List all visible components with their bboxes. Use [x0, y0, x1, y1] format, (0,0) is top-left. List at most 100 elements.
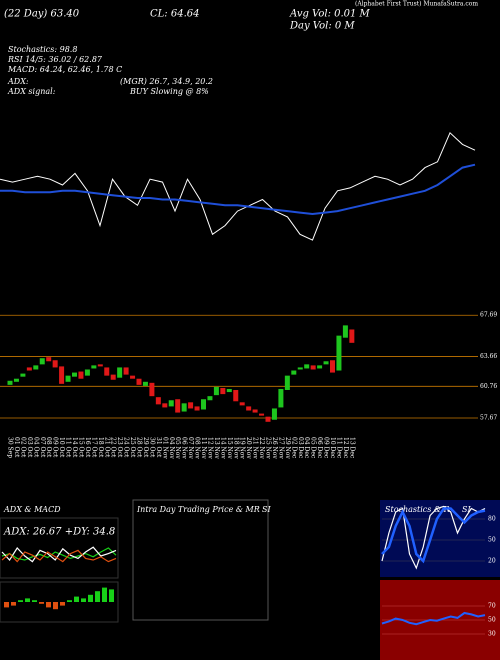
x-tick-label: 12 Nov: [206, 437, 213, 459]
line: [1, 546, 117, 563]
line: [0, 163, 476, 216]
y-tick-label: 63.66: [480, 353, 497, 360]
candle: [136, 378, 142, 385]
x-tick-label: 11 Oct: [65, 437, 72, 458]
candle: [259, 413, 265, 416]
x-tick-label: 03 Dec: [297, 437, 304, 459]
candle: [342, 325, 348, 338]
x-tick-label: 15 Nov: [226, 437, 233, 459]
macd-bar: [95, 591, 100, 602]
x-tick-label: 07 Oct: [39, 437, 46, 458]
candle: [271, 408, 277, 420]
line: [1, 549, 117, 563]
x-tick-label: 21 Oct: [103, 437, 110, 458]
intraday-title2: SI: [262, 505, 271, 514]
macd-bar: [67, 600, 72, 602]
candle: [110, 374, 116, 380]
macd: MACD: 64.24, 62.46, 1.78 C: [7, 65, 122, 74]
candle: [142, 381, 148, 386]
x-tick-label: 09 Oct: [52, 437, 59, 458]
candle: [78, 371, 84, 379]
y-tick-label: 30: [488, 631, 496, 638]
candle: [265, 416, 271, 422]
candle: [226, 388, 232, 393]
x-tick-label: 07 Nov: [187, 437, 194, 459]
candle: [117, 367, 123, 378]
x-tick-label: 06 Dec: [316, 437, 323, 459]
x-tick-label: 01 Nov: [161, 437, 168, 459]
x-tick-label: 29 Nov: [284, 437, 291, 459]
candle: [104, 367, 110, 376]
x-tick-label: 25 Nov: [265, 437, 272, 459]
candle: [175, 399, 181, 413]
candle: [20, 373, 26, 377]
candle: [291, 370, 297, 375]
close: CL: 64.64: [150, 9, 199, 20]
intraday-title: Intra Day Trading Price & MR: [136, 505, 260, 514]
macd-bar: [81, 598, 86, 602]
candle: [201, 399, 206, 410]
x-tick-label: 13 Nov: [213, 437, 220, 459]
x-tick-label: 22 Oct: [110, 437, 117, 458]
candle: [188, 402, 194, 409]
candle: [155, 397, 161, 405]
x-tick-label: 02 Oct: [19, 437, 26, 458]
macd-panel: [0, 581, 119, 623]
candle: [97, 364, 103, 367]
y-tick-label: 70: [488, 603, 496, 610]
x-tick-label: 28 Oct: [136, 437, 143, 458]
stoch-title: Stochastics & R: [385, 505, 450, 514]
candle: [336, 335, 342, 371]
x-tick-label: 14 Nov: [219, 437, 226, 459]
y-tick-label: 50: [488, 537, 496, 544]
x-tick-label: 18 Oct: [97, 437, 104, 458]
x-tick-label: 30 Sep: [7, 437, 14, 458]
x-tick-label: 21 Nov: [252, 437, 259, 459]
candle: [304, 364, 310, 369]
stochastics: Stochastics: 98.8: [8, 45, 77, 54]
x-tick-label: 05 Nov: [174, 437, 181, 459]
candle: [84, 369, 90, 376]
macd-bar: [60, 602, 65, 606]
candle: [91, 365, 97, 369]
line: [381, 507, 486, 564]
candle: [123, 367, 129, 375]
candle: [239, 402, 245, 406]
candle: [149, 382, 155, 397]
macd-bar: [102, 587, 107, 602]
x-tick-label: 13 Dec: [348, 437, 355, 459]
candle: [317, 365, 323, 369]
x-tick-label: 27 Nov: [277, 437, 284, 459]
x-tick-label: 24 Oct: [123, 437, 130, 458]
day-vol: Day Vol: 0 M: [289, 21, 355, 32]
candle: [349, 329, 355, 343]
x-tick-label: 04 Dec: [303, 437, 310, 459]
candle: [13, 378, 19, 382]
candle: [246, 406, 252, 411]
macd-bar: [11, 602, 16, 606]
candle: [52, 360, 58, 368]
candle: [39, 358, 45, 365]
x-tick-label: 25 Oct: [129, 437, 136, 458]
x-tick-label: 10 Dec: [329, 437, 336, 459]
x-tick-label: 08 Nov: [194, 437, 201, 459]
line: [381, 611, 486, 626]
y-tick-label: 80: [488, 516, 496, 523]
candle: [168, 400, 174, 407]
x-tick-label: 15 Oct: [77, 437, 84, 458]
x-tick-label: 17 Oct: [90, 437, 97, 458]
x-tick-label: 05 Dec: [310, 437, 317, 459]
adx-label: ADX: 26.67 +DY: 34.8: [3, 527, 115, 538]
candle: [297, 367, 303, 370]
x-tick-label: 11 Dec: [335, 437, 342, 459]
y-tick-label: 60.76: [480, 383, 497, 390]
candle: [130, 375, 136, 379]
adx-signal-value: BUY Slowing @ 8%: [129, 87, 209, 96]
adx-title: ADX & MACD: [3, 505, 61, 514]
macd-bar: [46, 602, 51, 608]
x-tick-label: 22 Nov: [258, 437, 265, 459]
adx-signal: ADX signal:: [7, 87, 56, 96]
macd-bar: [4, 602, 9, 608]
x-tick-label: 19 Nov: [239, 437, 246, 459]
candle: [72, 372, 77, 377]
